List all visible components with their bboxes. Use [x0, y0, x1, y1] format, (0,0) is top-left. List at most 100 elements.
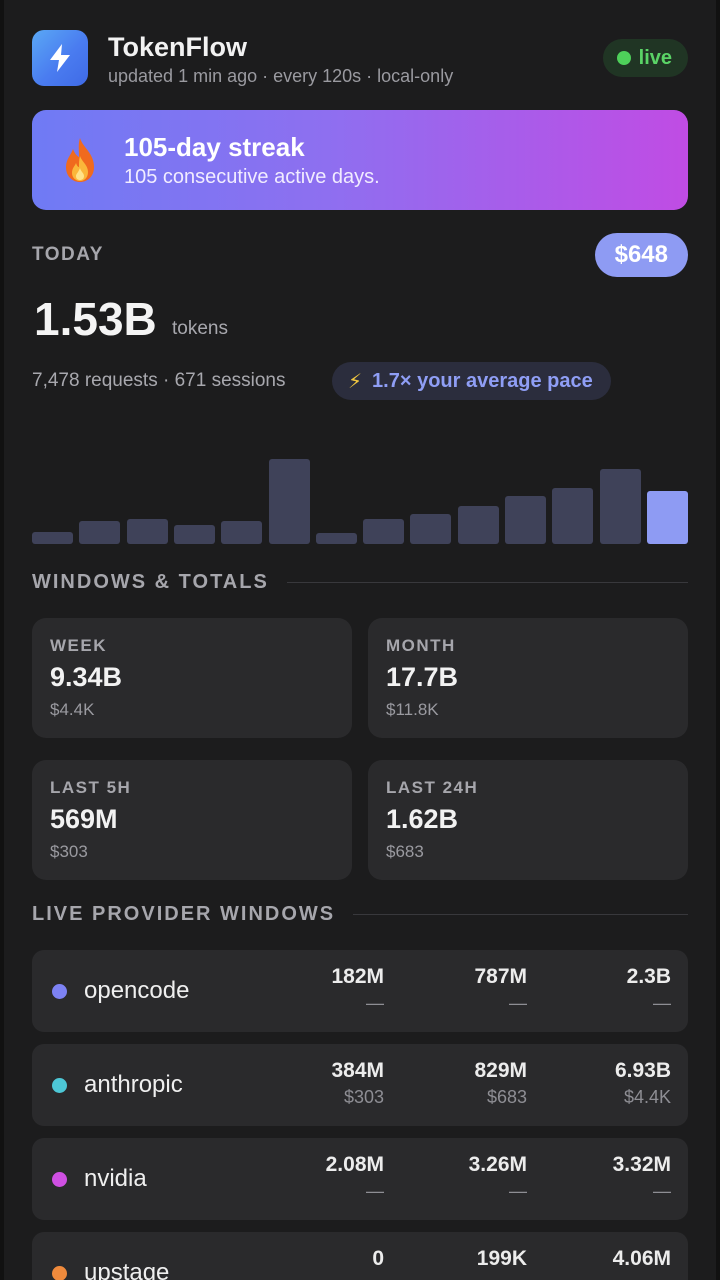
- providers-section-header: LIVE PROVIDER WINDOWS: [32, 902, 688, 926]
- provider-col-2: 3.26M —: [417, 1153, 527, 1202]
- chart-bar: [127, 519, 168, 544]
- provider-value: 384M: [331, 1059, 384, 1082]
- streak-title: 105-day streak: [124, 132, 305, 162]
- chart-bar: [410, 514, 451, 544]
- chart-bar: [174, 525, 215, 544]
- provider-col-1: 182M —: [274, 965, 384, 1014]
- chart-bar: [269, 459, 310, 544]
- provider-row-anthropic[interactable]: anthropic 384M $303 829M $683 6.93B $4.4…: [32, 1044, 688, 1126]
- streak-banner: 105-day streak 105 consecutive active da…: [32, 110, 688, 210]
- provider-col-2: 787M —: [417, 965, 527, 1014]
- provider-col-1: 2.08M —: [274, 1153, 384, 1202]
- provider-dot-icon: [52, 984, 67, 999]
- chart-bar: [221, 521, 262, 544]
- card-cost: $303: [50, 842, 88, 861]
- provider-cost: $683: [486, 1087, 527, 1107]
- provider-value: 4.06M: [612, 1247, 671, 1270]
- provider-name: opencode: [84, 977, 190, 1004]
- card-label: MONTH: [386, 636, 456, 655]
- lightning-icon: ⚡: [348, 370, 363, 393]
- card-value: 1.62B: [386, 804, 459, 834]
- provider-row-upstage[interactable]: upstage 0 199K 4.06M: [32, 1232, 688, 1280]
- streak-subtitle: 105 consecutive active days.: [124, 166, 380, 188]
- window-card-last-5h[interactable]: LAST 5H 569M $303: [32, 760, 352, 880]
- update-status: updated 1 min ago · every 120s · local-o…: [108, 66, 454, 86]
- provider-cost: —: [509, 993, 527, 1013]
- provider-col-1: 384M $303: [274, 1059, 384, 1108]
- pace-text: 1.7× your average pace: [372, 369, 593, 392]
- section-title: LIVE PROVIDER WINDOWS: [32, 902, 336, 925]
- today-tokens: 1.53B: [34, 293, 157, 345]
- chart-bar: [505, 496, 546, 544]
- provider-cost: —: [653, 1181, 671, 1201]
- provider-value: 182M: [331, 965, 384, 988]
- card-value: 17.7B: [386, 662, 459, 692]
- provider-cost: $4.4K: [623, 1087, 671, 1107]
- chart-bar-current: [647, 491, 688, 544]
- provider-dot-icon: [52, 1078, 67, 1093]
- provider-value: 199K: [476, 1247, 527, 1270]
- divider: [286, 581, 688, 583]
- card-value: 9.34B: [50, 662, 123, 692]
- provider-name: nvidia: [84, 1165, 147, 1192]
- provider-col-3: 6.93B $4.4K: [561, 1059, 671, 1108]
- windows-section-header: WINDOWS & TOTALS: [32, 570, 688, 594]
- chart-bar: [32, 532, 73, 544]
- provider-value: 6.93B: [614, 1059, 671, 1082]
- header: TokenFlow updated 1 min ago · every 120s…: [32, 30, 688, 90]
- today-label: TODAY: [32, 244, 104, 265]
- provider-cost: —: [509, 1181, 527, 1201]
- provider-col-1: 0: [274, 1247, 384, 1271]
- provider-value: 2.08M: [325, 1153, 384, 1176]
- card-cost: $11.8K: [386, 700, 439, 719]
- provider-row-opencode[interactable]: opencode 182M — 787M — 2.3B —: [32, 950, 688, 1032]
- provider-col-2: 199K: [417, 1247, 527, 1271]
- card-value: 569M: [50, 804, 118, 834]
- card-cost: $4.4K: [50, 700, 95, 719]
- section-title: WINDOWS & TOTALS: [32, 570, 269, 593]
- provider-value: 3.26M: [468, 1153, 527, 1176]
- provider-value: 2.3B: [626, 965, 671, 988]
- lightning-icon: [32, 30, 88, 86]
- card-label: LAST 5H: [50, 778, 132, 797]
- provider-value: 787M: [474, 965, 527, 988]
- provider-cost: $303: [343, 1087, 384, 1107]
- chart-bar: [458, 506, 499, 544]
- activity-bar-chart: [32, 440, 688, 544]
- pace-badge: ⚡ 1.7× your average pace: [332, 362, 611, 400]
- provider-dot-icon: [52, 1266, 67, 1280]
- provider-col-3: 3.32M —: [561, 1153, 671, 1202]
- live-badge: live: [602, 39, 688, 77]
- window-card-last-24h[interactable]: LAST 24H 1.62B $683: [368, 760, 688, 880]
- provider-name: upstage: [84, 1259, 170, 1280]
- fire-icon: [66, 138, 94, 182]
- tokenflow-panel: TokenFlow updated 1 min ago · every 120s…: [4, 0, 716, 1280]
- window-card-week[interactable]: WEEK 9.34B $4.4K: [32, 618, 352, 738]
- live-label: live: [638, 46, 672, 69]
- divider: [353, 913, 688, 915]
- provider-value: 0: [372, 1247, 384, 1270]
- provider-col-3: 4.06M: [561, 1247, 671, 1271]
- chart-bar: [316, 533, 357, 544]
- provider-value: 829M: [474, 1059, 527, 1082]
- chart-bar: [552, 488, 593, 544]
- chart-bar: [363, 519, 404, 544]
- card-label: WEEK: [50, 636, 107, 655]
- chart-bar: [79, 521, 120, 544]
- provider-col-3: 2.3B —: [561, 965, 671, 1014]
- provider-dot-icon: [52, 1172, 67, 1187]
- provider-cost: —: [366, 993, 384, 1013]
- provider-col-2: 829M $683: [417, 1059, 527, 1108]
- requests-sessions: 7,478 requests · 671 sessions: [32, 370, 286, 391]
- app-title: TokenFlow: [108, 32, 247, 62]
- provider-name: anthropic: [84, 1071, 183, 1098]
- provider-cost: —: [366, 1181, 384, 1201]
- provider-row-nvidia[interactable]: nvidia 2.08M — 3.26M — 3.32M —: [32, 1138, 688, 1220]
- today-cost-badge: $648: [594, 233, 688, 277]
- provider-value: 3.32M: [612, 1153, 671, 1176]
- chart-bar: [600, 469, 641, 544]
- window-card-month[interactable]: MONTH 17.7B $11.8K: [368, 618, 688, 738]
- live-dot-icon: [616, 51, 631, 65]
- provider-cost: —: [653, 993, 671, 1013]
- tokens-unit: tokens: [172, 318, 228, 339]
